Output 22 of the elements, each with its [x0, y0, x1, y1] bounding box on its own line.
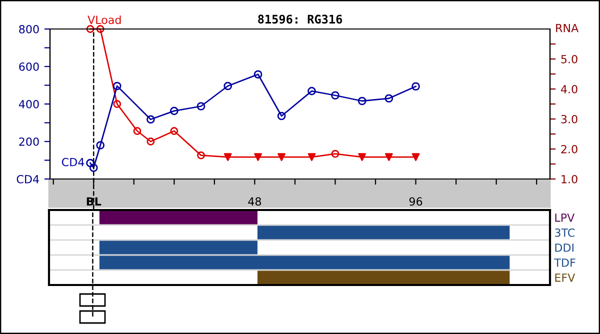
y-tick-label: 3TC [555, 228, 575, 237]
y2-tick-label: 2.0 [561, 144, 578, 154]
series-label: VLoad [88, 15, 121, 24]
y2-tick-label: 1.0 [562, 174, 578, 184]
y-tick-label: 800 [19, 24, 39, 34]
y-tick-label: 400 [18, 100, 39, 108]
y2-axis-title: RNA [556, 24, 579, 32]
y-tick-label: 600 [19, 62, 39, 71]
series-label: CD4 [62, 158, 84, 166]
y-tick-label: TDF [554, 258, 576, 267]
y-tick-label: CD4 [16, 174, 39, 184]
x-tick-label: 48 [248, 197, 262, 206]
y2-tick-label: 5.0 [561, 54, 578, 64]
x-tick-label: 96 [409, 197, 422, 206]
y-tick-label: LPV [555, 214, 575, 222]
chart-title: 81596: RG316 [258, 14, 342, 24]
y2-tick-label: 4.0 [560, 84, 578, 94]
y-tick-label: DDI [555, 244, 574, 252]
x-tick-label: BL [86, 197, 102, 206]
y-tick-label: 200 [19, 137, 39, 146]
y-tick-label: EFV [555, 274, 576, 282]
y2-tick-label: 3.0 [561, 114, 578, 124]
